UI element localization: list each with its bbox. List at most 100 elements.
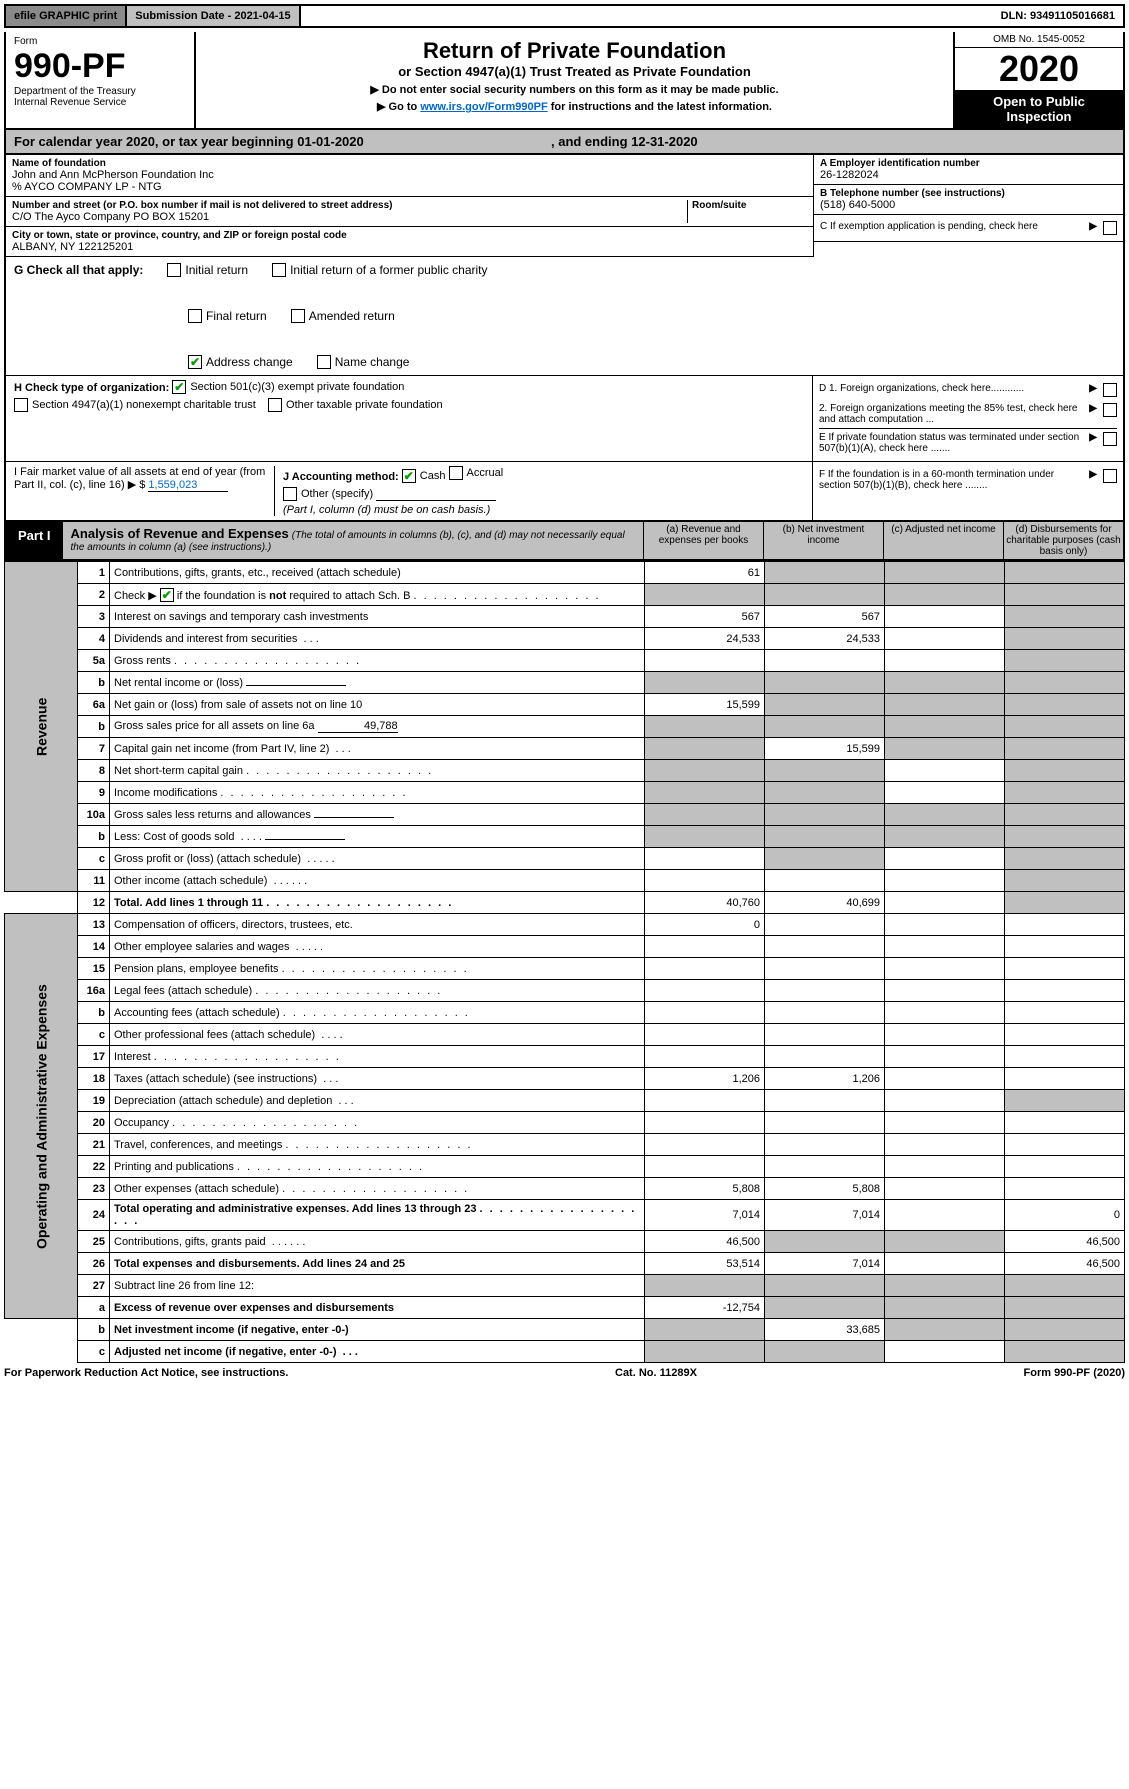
d2-checkbox[interactable] [1103, 403, 1117, 417]
calendar-year-row: For calendar year 2020, or tax year begi… [4, 130, 1125, 155]
g-label: G Check all that apply: [14, 263, 143, 277]
room-label: Room/suite [692, 200, 807, 211]
table-row: 25Contributions, gifts, grants paid . . … [5, 1231, 1125, 1253]
line6b-value: 49,788 [318, 720, 398, 733]
e-checkbox[interactable] [1103, 432, 1117, 446]
fmv-value[interactable]: 1,559,023 [148, 479, 228, 492]
schB-checkbox[interactable]: ✔ [160, 588, 174, 602]
tax-year: 2020 [955, 48, 1123, 90]
page-footer: For Paperwork Reduction Act Notice, see … [4, 1367, 1125, 1379]
table-row: bGross sales price for all assets on lin… [5, 716, 1125, 738]
calyear-end: 12-31-2020 [631, 134, 698, 149]
foundation-address: C/O The Ayco Company PO BOX 15201 [12, 211, 687, 223]
calyear-begin: 01-01-2020 [297, 134, 364, 149]
table-row: 12Total. Add lines 1 through 11 40,76040… [5, 892, 1125, 914]
table-row: 6aNet gain or (loss) from sale of assets… [5, 694, 1125, 716]
chk-initial-former-label: Initial return of a former public charit… [290, 263, 487, 277]
expenses-tab: Operating and Administrative Expenses [5, 914, 78, 1319]
table-row: 7Capital gain net income (from Part IV, … [5, 738, 1125, 760]
chk-501c3[interactable]: ✔Section 501(c)(3) exempt private founda… [172, 380, 404, 394]
irs-link[interactable]: www.irs.gov/Form990PF [420, 101, 547, 113]
part1-table: Revenue 1Contributions, gifts, grants, e… [4, 561, 1125, 1363]
chk-501c3-label: Section 501(c)(3) exempt private foundat… [190, 381, 404, 393]
name-label: Name of foundation [12, 158, 807, 169]
table-row: 10aGross sales less returns and allowanc… [5, 804, 1125, 826]
part1-label: Part I [6, 522, 63, 559]
header-left: Form 990-PF Department of the Treasury I… [6, 32, 196, 128]
arrow-icon: ▶ [1089, 221, 1097, 232]
col-a-header: (a) Revenue and expenses per books [643, 522, 763, 559]
foundation-name: John and Ann McPherson Foundation Inc [12, 169, 807, 181]
table-row: 21Travel, conferences, and meetings [5, 1134, 1125, 1156]
part1-title: Analysis of Revenue and Expenses [71, 526, 289, 541]
chk-cash[interactable]: ✔Cash [402, 469, 446, 483]
open-public-badge: Open to Public Inspection [955, 90, 1123, 128]
tel-cell: B Telephone number (see instructions) (5… [814, 185, 1123, 215]
table-row: 15Pension plans, employee benefits [5, 958, 1125, 980]
f-checkbox[interactable] [1103, 469, 1117, 483]
j-label: J Accounting method: [283, 471, 399, 483]
dln: DLN: 93491105016681 [993, 6, 1123, 26]
efile-print-button[interactable]: efile GRAPHIC print [6, 6, 127, 26]
form-ref: Form 990-PF (2020) [1024, 1367, 1126, 1379]
chk-initial-label: Initial return [185, 263, 248, 277]
cat-no: Cat. No. 11289X [615, 1367, 697, 1379]
chk-initial[interactable]: Initial return [167, 263, 248, 277]
header-right: OMB No. 1545-0052 2020 Open to Public In… [953, 32, 1123, 128]
table-row: 5aGross rents [5, 650, 1125, 672]
e-label: E If private foundation status was termi… [819, 432, 1083, 454]
table-row: 18Taxes (attach schedule) (see instructi… [5, 1068, 1125, 1090]
table-row: Revenue 1Contributions, gifts, grants, e… [5, 562, 1125, 584]
revenue-tab: Revenue [5, 562, 78, 892]
d1-checkbox[interactable] [1103, 383, 1117, 397]
table-row: 23Other expenses (attach schedule) 5,808… [5, 1178, 1125, 1200]
dln-value: 93491105016681 [1030, 10, 1115, 22]
chk-name-label: Name change [335, 355, 410, 369]
chk-name-change[interactable]: Name change [317, 355, 410, 369]
pra-notice: For Paperwork Reduction Act Notice, see … [4, 1367, 288, 1379]
table-row: 20Occupancy [5, 1112, 1125, 1134]
top-bar: efile GRAPHIC print Submission Date - 20… [4, 4, 1125, 28]
chk-other-method[interactable]: Other (specify) [283, 487, 373, 501]
dln-label: DLN: [1001, 10, 1030, 22]
col-d-header: (d) Disbursements for charitable purpose… [1003, 522, 1123, 559]
chk-amended-label: Amended return [309, 309, 395, 323]
city-cell: City or town, state or province, country… [6, 227, 813, 257]
table-row: 11Other income (attach schedule) . . . .… [5, 870, 1125, 892]
col-b-header: (b) Net investment income [763, 522, 883, 559]
j-note: (Part I, column (d) must be on cash basi… [283, 504, 804, 516]
table-row: bAccounting fees (attach schedule) [5, 1002, 1125, 1024]
h-label: H Check type of organization: [14, 382, 169, 394]
chk-accrual-label: Accrual [467, 467, 504, 479]
chk-final[interactable]: Final return [188, 309, 267, 323]
table-row: 26Total expenses and disbursements. Add … [5, 1253, 1125, 1275]
table-row: 9Income modifications [5, 782, 1125, 804]
chk-4947[interactable]: Section 4947(a)(1) nonexempt charitable … [14, 398, 256, 412]
chk-other-tax[interactable]: Other taxable private foundation [268, 398, 443, 412]
table-row: 4Dividends and interest from securities … [5, 628, 1125, 650]
d2-label: 2. Foreign organizations meeting the 85%… [819, 403, 1083, 425]
g-section: G Check all that apply: Initial return I… [4, 257, 1125, 376]
chk-other-tax-label: Other taxable private foundation [286, 399, 443, 411]
f-label: F If the foundation is in a 60-month ter… [819, 469, 1083, 491]
form-label: Form [14, 36, 186, 47]
table-row: 16aLegal fees (attach schedule) [5, 980, 1125, 1002]
chk-cash-label: Cash [420, 470, 446, 482]
table-row: cAdjusted net income (if negative, enter… [5, 1341, 1125, 1363]
c-checkbox[interactable] [1103, 221, 1117, 235]
goto-pre: ▶ Go to [377, 101, 420, 113]
chk-addr-change[interactable]: ✔Address change [188, 355, 293, 369]
chk-initial-former[interactable]: Initial return of a former public charit… [272, 263, 487, 277]
submission-date-value: 2021-04-15 [234, 10, 290, 22]
chk-accrual[interactable]: Accrual [449, 466, 504, 480]
ein-value: 26-1282024 [820, 169, 1117, 181]
table-row: bNet rental income or (loss) [5, 672, 1125, 694]
ssn-warning: ▶ Do not enter social security numbers o… [202, 83, 947, 96]
form-header: Form 990-PF Department of the Treasury I… [4, 32, 1125, 130]
tel-label: B Telephone number (see instructions) [820, 188, 1117, 199]
col-c-header: (c) Adjusted net income [883, 522, 1003, 559]
chk-amended[interactable]: Amended return [291, 309, 395, 323]
chk-4947-label: Section 4947(a)(1) nonexempt charitable … [32, 399, 256, 411]
table-row: 19Depreciation (attach schedule) and dep… [5, 1090, 1125, 1112]
table-row: 14Other employee salaries and wages . . … [5, 936, 1125, 958]
